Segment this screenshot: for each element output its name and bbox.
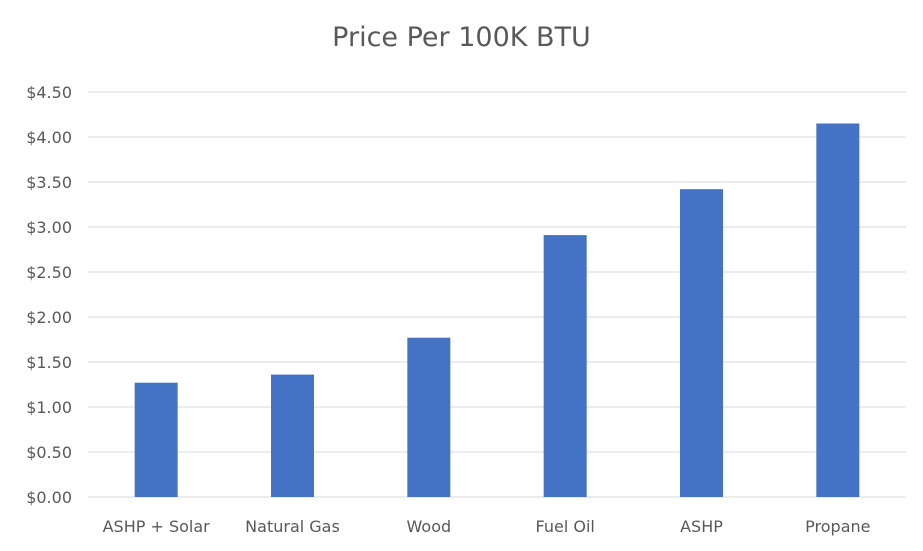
bar <box>271 374 314 497</box>
y-tick-label: $3.00 <box>26 218 72 237</box>
y-tick-label: $0.50 <box>26 443 72 462</box>
bar <box>680 189 723 497</box>
chart-title: Price Per 100K BTU <box>332 22 591 53</box>
y-tick-label: $4.00 <box>26 128 72 147</box>
x-tick-label: ASHP + Solar <box>103 517 211 536</box>
y-tick-label: $2.00 <box>26 308 72 327</box>
x-tick-label: ASHP <box>680 517 723 536</box>
x-tick-label: Propane <box>805 517 870 536</box>
y-tick-label: $1.00 <box>26 398 72 417</box>
bar <box>407 337 451 497</box>
y-tick-label: $0.00 <box>26 488 72 507</box>
bar <box>134 382 178 497</box>
x-tick-label: Wood <box>407 517 452 536</box>
y-tick-label: $2.50 <box>26 263 72 282</box>
x-tick-label: Fuel Oil <box>536 517 595 536</box>
x-tick-label: Natural Gas <box>245 517 340 536</box>
bar <box>543 235 587 497</box>
y-tick-label: $3.50 <box>26 173 72 192</box>
bar <box>816 123 860 497</box>
y-tick-label: $4.50 <box>26 83 72 102</box>
y-tick-label: $1.50 <box>26 353 72 372</box>
